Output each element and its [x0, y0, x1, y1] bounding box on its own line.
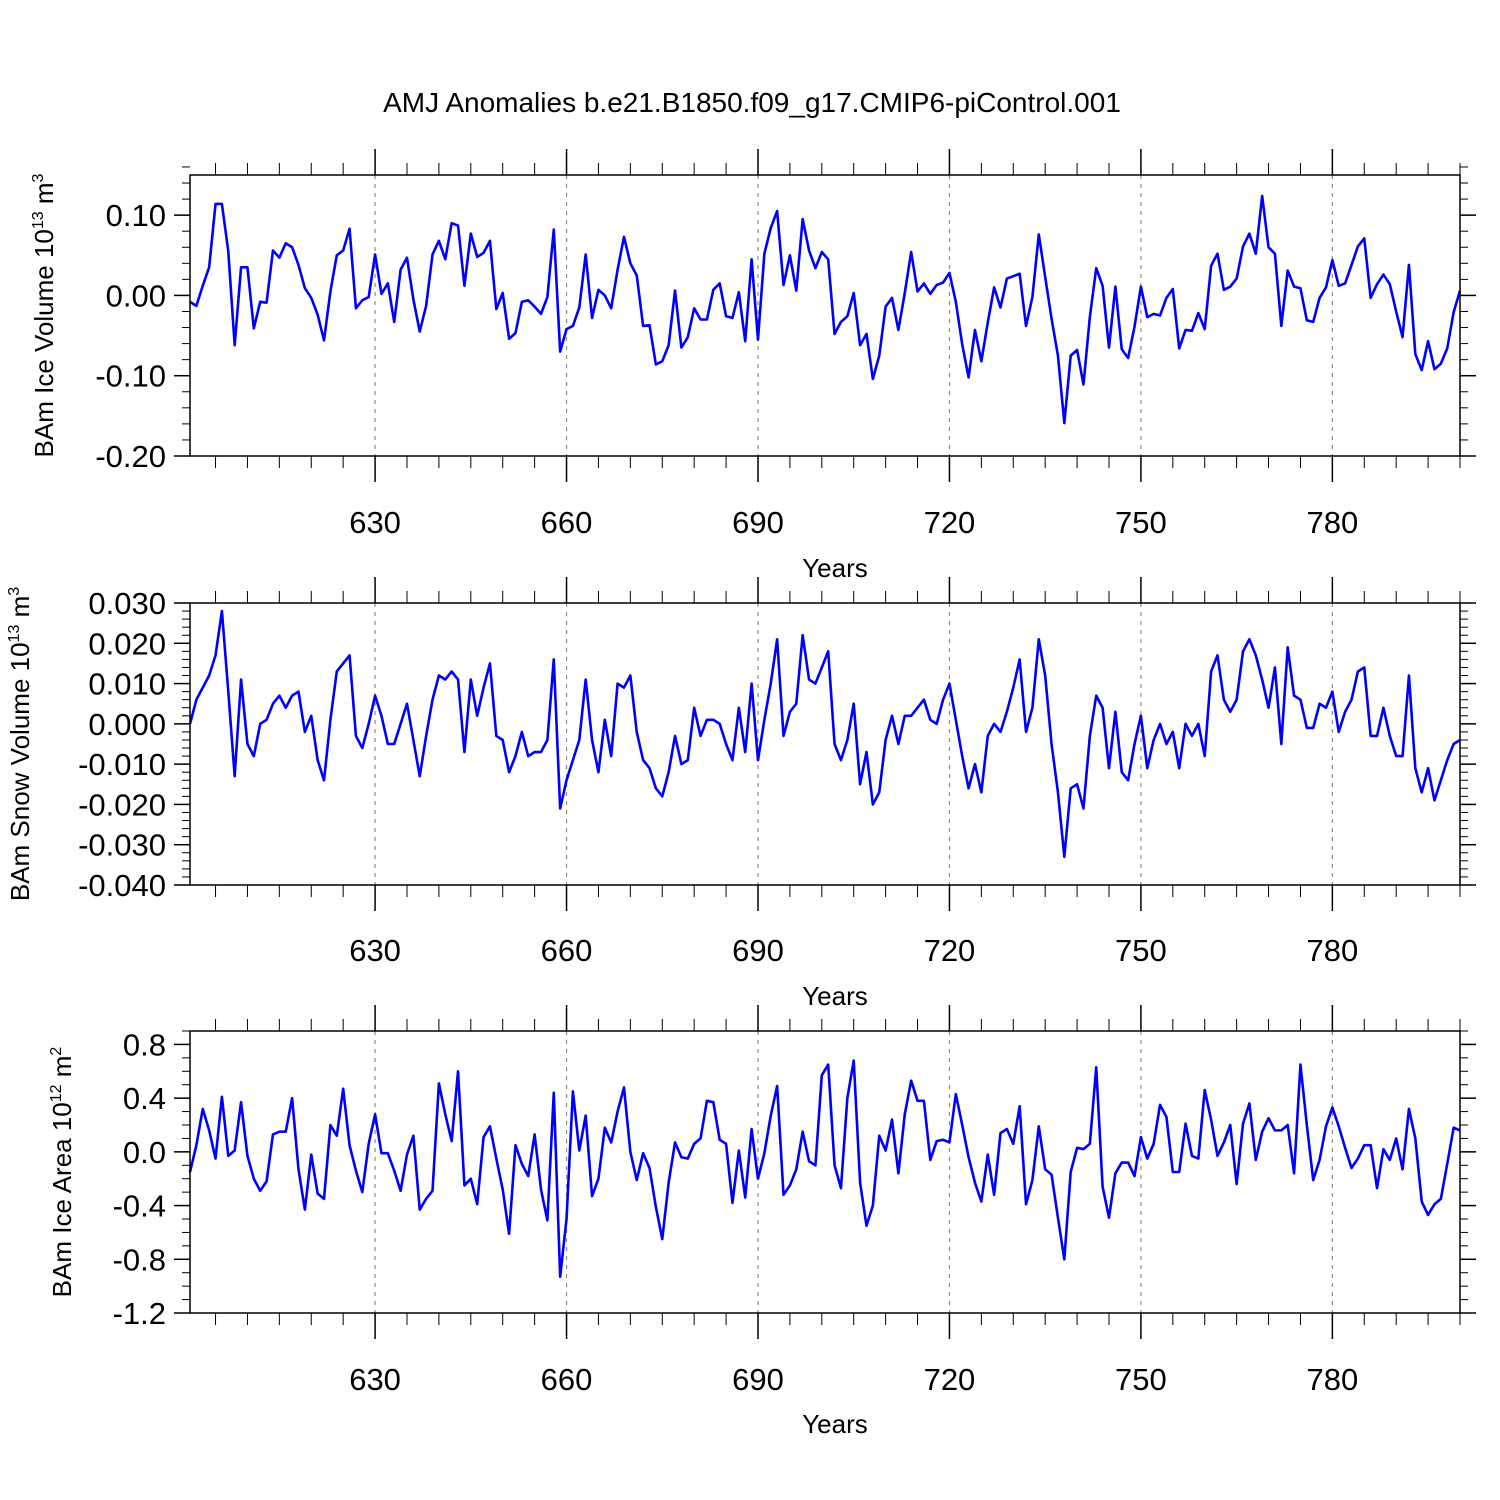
plot-frame [189, 1030, 1461, 1314]
x-tick-label: 690 [732, 933, 784, 968]
series-line [188, 609, 1461, 859]
y-tick-label: 0.0 [123, 1135, 166, 1170]
series-line [189, 194, 1462, 425]
panel-3: -1.2 -0.8 -0.4 0.0 0.4 0.8 630 660 690 720 750 780 Y… [47, 1005, 1476, 1439]
panel-2: -0.040 -0.030 -0.020 -0.010 0.000 0.010 0.020 0… [5, 577, 1476, 1011]
x-tick-label: 750 [1115, 505, 1167, 540]
y-label-text: BAm Ice Area 10 [47, 1102, 77, 1297]
y-axis-label: BAm Ice Volume 1013 m3 [29, 173, 59, 457]
y-label-unit-exponent: 3 [30, 173, 47, 182]
y-tick-label: 0.10 [106, 198, 166, 233]
y-tick-label: -0.040 [78, 868, 166, 903]
x-axis-label: Years [802, 553, 868, 583]
x-tick-label: 750 [1115, 933, 1167, 968]
y-tick-label: -0.4 [113, 1189, 166, 1224]
y-axis-label: BAm Ice Area 1012 m2 [47, 1047, 77, 1298]
panel-1: -0.20 -0.10 0.00 0.10 630 660 690 720 750 780 Year… [29, 149, 1476, 583]
x-tick-label: 630 [349, 933, 401, 968]
y-label-exponent: 12 [48, 1084, 65, 1102]
y-label-unit-exponent: 2 [48, 1047, 65, 1056]
y-label-unit: m [5, 596, 35, 625]
y-label-text: BAm Snow Volume 10 [5, 642, 35, 901]
x-tick-label: 720 [924, 1362, 976, 1397]
y-tick-label: 0.020 [88, 626, 166, 661]
y-tick-label: 0.010 [88, 667, 166, 702]
x-tick-label: 690 [732, 505, 784, 540]
x-tick-label: 630 [349, 505, 401, 540]
panels: -0.20 -0.10 0.00 0.10 630 660 690 720 750 780 Year… [5, 149, 1476, 1439]
y-label-unit: m [47, 1056, 77, 1085]
x-axis-label: Years [802, 1409, 868, 1439]
y-label-exponent: 13 [30, 211, 47, 229]
x-axis-label: Years [802, 981, 868, 1011]
x-tick-label: 780 [1306, 505, 1358, 540]
plot-frame [189, 602, 1461, 886]
y-tick-label: 0.8 [123, 1027, 166, 1062]
plot-frame [189, 174, 1461, 457]
y-tick-label: -0.030 [78, 828, 166, 863]
x-tick-label: 660 [541, 505, 593, 540]
y-tick-label: 0.4 [123, 1081, 166, 1116]
y-tick-label: -0.010 [78, 747, 166, 782]
x-tick-label: 720 [924, 933, 976, 968]
y-tick-label: -1.2 [113, 1296, 166, 1331]
y-tick-label: 0.00 [106, 278, 166, 313]
y-tick-label: -0.8 [113, 1242, 166, 1277]
x-tick-label: 630 [349, 1362, 401, 1397]
y-label-exponent: 13 [6, 625, 23, 643]
x-tick-label: 780 [1306, 933, 1358, 968]
figure-title: AMJ Anomalies b.e21.B1850.f09_g17.CMIP6-… [383, 87, 1121, 118]
x-tick-label: 660 [541, 1362, 593, 1397]
x-tick-label: 720 [924, 505, 976, 540]
x-tick-label: 750 [1115, 1362, 1167, 1397]
y-label-unit-exponent: 3 [6, 587, 23, 596]
y-tick-label: -0.10 [95, 359, 166, 394]
y-label-text: BAm Ice Volume 10 [29, 229, 59, 457]
y-tick-label: -0.20 [95, 439, 166, 474]
x-tick-label: 660 [541, 933, 593, 968]
y-tick-label: 0.030 [88, 586, 166, 621]
y-tick-label: -0.020 [78, 787, 166, 822]
x-tick-label: 780 [1306, 1362, 1358, 1397]
x-tick-label: 690 [732, 1362, 784, 1397]
series-line [188, 1059, 1461, 1279]
y-label-unit: m [29, 182, 59, 211]
y-tick-label: 0.000 [88, 707, 166, 742]
y-axis-label: BAm Snow Volume 1013 m3 [5, 587, 35, 901]
